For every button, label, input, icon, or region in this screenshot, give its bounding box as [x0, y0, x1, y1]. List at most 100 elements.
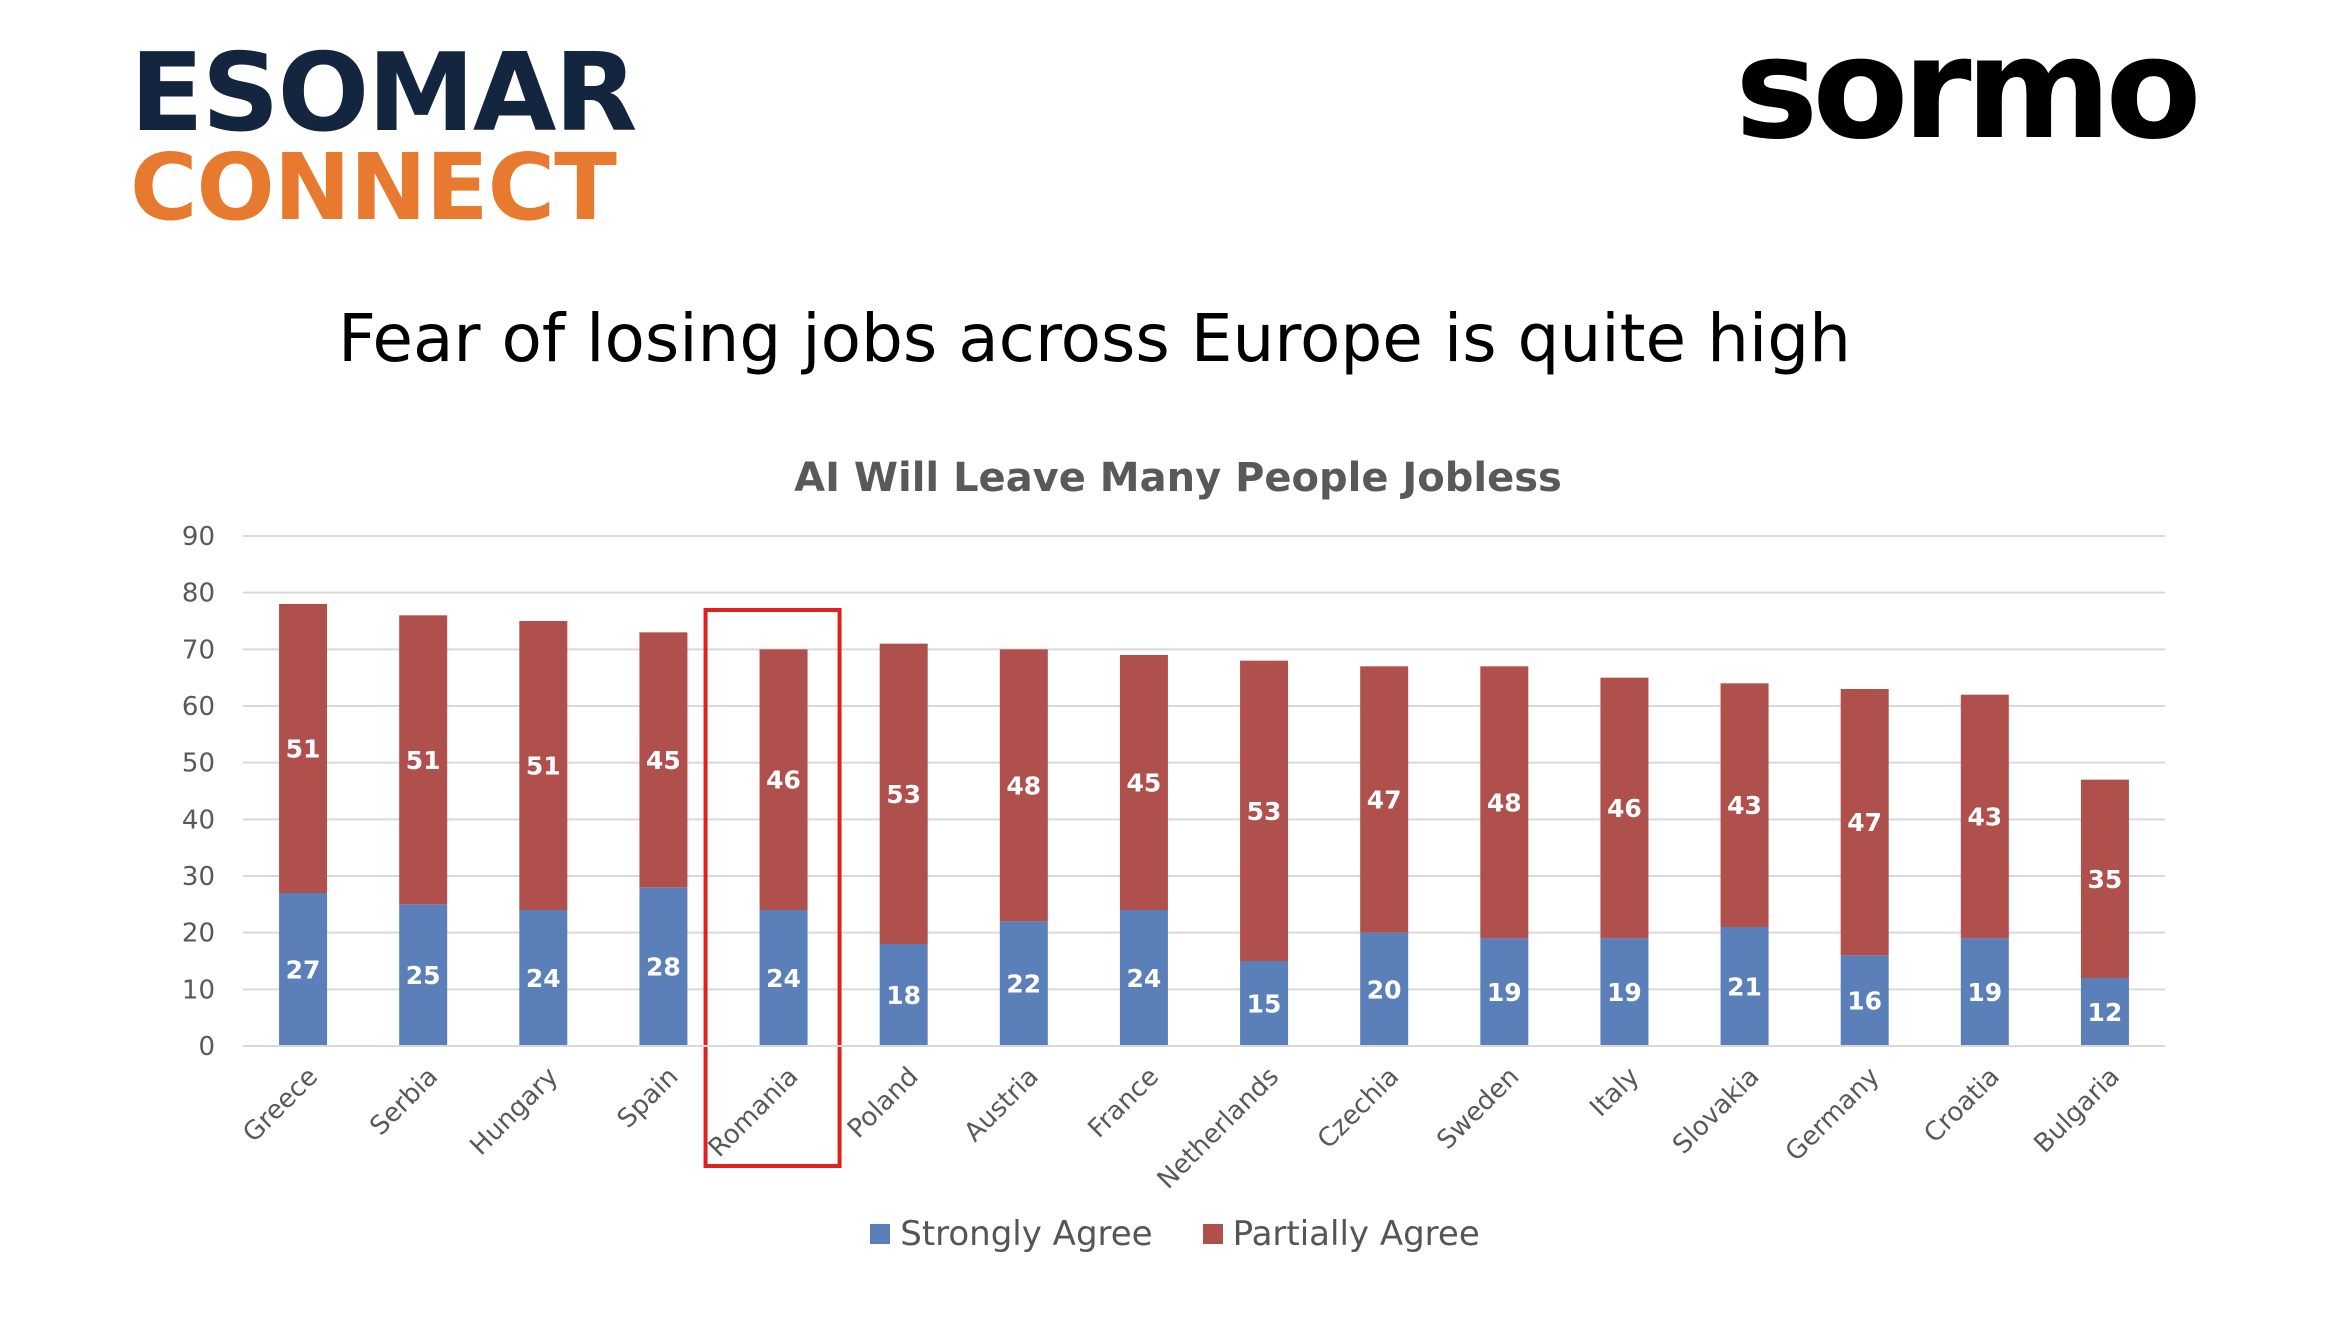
- legend-label-strongly: Strongly Agree: [900, 1214, 1153, 1254]
- data-label-partially: 53: [886, 780, 921, 809]
- data-label-strongly: 27: [286, 956, 321, 985]
- bar-strongly-agree: [1840, 955, 1889, 1046]
- data-label-partially: 35: [2088, 865, 2123, 894]
- bar-partially-agree: [759, 649, 808, 910]
- data-label-partially: 47: [1367, 786, 1402, 815]
- bar-partially-agree: [999, 649, 1048, 922]
- data-label-strongly: 19: [1967, 978, 2002, 1007]
- bar-strongly-agree: [759, 910, 808, 1046]
- bar-strongly-agree: [999, 921, 1048, 1046]
- bar-partially-agree: [1960, 694, 2009, 939]
- data-label-partially: 45: [646, 746, 681, 775]
- bar-partially-agree: [2080, 779, 2129, 978]
- x-tick-label: Croatia: [1918, 1062, 2005, 1149]
- x-tick-label: Germany: [1780, 1062, 1886, 1168]
- bar-partially-agree: [1720, 683, 1769, 927]
- data-label-strongly: 16: [1847, 987, 1882, 1016]
- x-tick-label: Bulgaria: [2028, 1062, 2125, 1159]
- data-label-strongly: 24: [526, 964, 561, 993]
- data-label-partially: 51: [526, 752, 561, 781]
- sormo-logo: sormo: [1735, 8, 2202, 171]
- data-label-partially: 48: [1487, 788, 1522, 817]
- x-tick-label: Italy: [1584, 1062, 1645, 1123]
- data-label-partially: 48: [1006, 771, 1041, 800]
- bar-partially-agree: [1240, 660, 1289, 961]
- esomar-logo-text: ESOMAR: [130, 31, 638, 156]
- y-tick-label: 50: [182, 749, 215, 779]
- x-tick-label: Spain: [612, 1062, 685, 1135]
- bar-strongly-agree: [1600, 938, 1649, 1046]
- data-label-strongly: 28: [646, 953, 681, 982]
- y-tick-label: 10: [182, 975, 215, 1005]
- bar-partially-agree: [1840, 689, 1889, 956]
- bar-partially-agree: [639, 632, 688, 888]
- bar-strongly-agree: [519, 910, 568, 1046]
- legend-swatch-strongly: [870, 1224, 891, 1244]
- bar-strongly-agree: [879, 944, 928, 1046]
- bar-strongly-agree: [1960, 938, 2009, 1046]
- legend-swatch-partially: [1202, 1224, 1223, 1244]
- data-label-strongly: 19: [1607, 978, 1642, 1007]
- x-tick-label: Romania: [703, 1062, 805, 1164]
- y-tick-label: 70: [182, 635, 215, 665]
- bar-strongly-agree: [399, 904, 448, 1046]
- data-label-strongly: 12: [2088, 998, 2123, 1027]
- legend-item-strongly: Strongly Agree: [870, 1214, 1153, 1254]
- x-tick-label: Hungary: [465, 1062, 565, 1162]
- data-label-partially: 47: [1847, 808, 1882, 837]
- x-tick-label: Netherlands: [1152, 1062, 1285, 1195]
- esomar-connect-logo: ESOMAR CONNECT: [130, 40, 638, 234]
- legend-label-partially: Partially Agree: [1232, 1214, 1480, 1254]
- chart-legend: Strongly Agree Partially Agree: [0, 1214, 2350, 1254]
- chart-title: AI Will Leave Many People Jobless: [794, 455, 1562, 501]
- data-label-partially: 51: [406, 746, 441, 775]
- bar-partially-agree: [1119, 655, 1168, 910]
- bar-strongly-agree: [1119, 910, 1168, 1046]
- legend-item-partially: Partially Agree: [1202, 1214, 1480, 1254]
- bar-partially-agree: [1600, 677, 1649, 939]
- x-tick-label: Austria: [959, 1062, 1045, 1148]
- x-tick-label: Sweden: [1431, 1062, 1525, 1156]
- bar-partially-agree: [1480, 666, 1529, 939]
- bar-strongly-agree: [1720, 927, 1769, 1046]
- bar-partially-agree: [519, 621, 568, 910]
- data-label-strongly: 21: [1727, 973, 1762, 1002]
- bar-strongly-agree: [279, 893, 328, 1046]
- bar-strongly-agree: [2080, 978, 2129, 1046]
- data-label-partially: 46: [1607, 794, 1642, 823]
- x-tick-label: Serbia: [364, 1062, 444, 1142]
- data-label-strongly: 19: [1487, 978, 1522, 1007]
- data-label-strongly: 24: [766, 964, 801, 993]
- highlight-box: [703, 608, 842, 1168]
- data-label-strongly: 18: [886, 981, 921, 1010]
- data-label-strongly: 15: [1247, 990, 1282, 1019]
- data-label-strongly: 22: [1006, 970, 1041, 999]
- data-label-strongly: 20: [1367, 975, 1402, 1004]
- slide-title: Fear of losing jobs across Europe is qui…: [338, 300, 1851, 377]
- y-tick-label: 0: [198, 1032, 215, 1062]
- x-tick-label: France: [1083, 1062, 1165, 1144]
- data-label-partially: 53: [1247, 797, 1282, 826]
- y-tick-label: 20: [182, 919, 215, 949]
- connect-logo-text: CONNECT: [130, 134, 617, 241]
- data-label-strongly: 24: [1127, 964, 1162, 993]
- bar-partially-agree: [399, 615, 448, 905]
- x-tick-label: Greece: [237, 1062, 324, 1149]
- bar-strongly-agree: [1480, 938, 1529, 1046]
- x-tick-label: Czechia: [1312, 1062, 1405, 1155]
- bar-partially-agree: [879, 643, 928, 944]
- x-tick-label: Poland: [842, 1062, 925, 1145]
- data-label-strongly: 25: [406, 961, 441, 990]
- data-label-partially: 43: [1727, 791, 1762, 820]
- x-tick-label: Slovakia: [1667, 1062, 1765, 1160]
- bar-partially-agree: [279, 604, 328, 893]
- data-label-partially: 43: [1967, 803, 2002, 832]
- bar-strongly-agree: [1240, 961, 1289, 1046]
- bar-strongly-agree: [1360, 932, 1409, 1046]
- y-tick-label: 80: [182, 579, 215, 609]
- bar-partially-agree: [1360, 666, 1409, 933]
- data-label-partially: 51: [286, 735, 321, 764]
- data-label-partially: 45: [1127, 769, 1162, 798]
- y-tick-label: 90: [182, 522, 215, 552]
